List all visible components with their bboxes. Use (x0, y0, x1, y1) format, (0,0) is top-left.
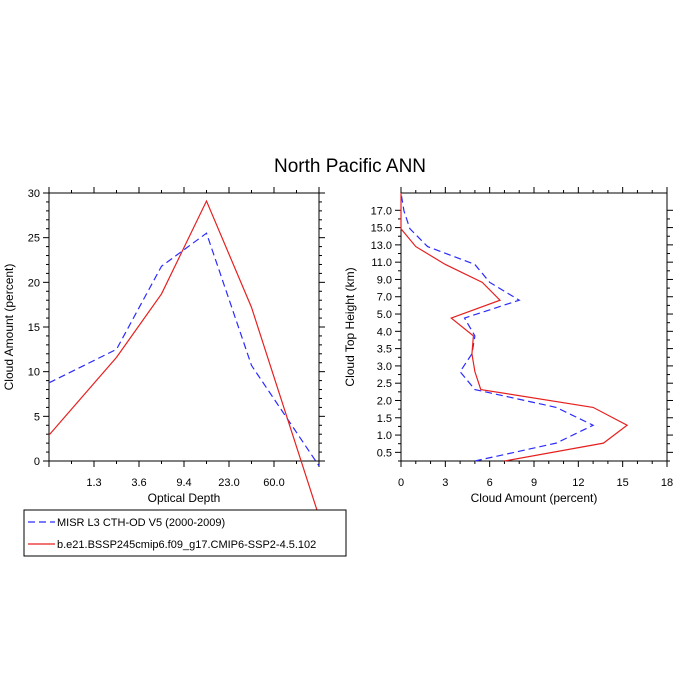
series-model-line-left (48, 199, 320, 517)
series-obs-line-left (48, 232, 320, 467)
x-tick-label: 9 (531, 477, 537, 489)
y-tick-label: 9.0 (377, 274, 392, 286)
y-tick-label: 25 (28, 233, 40, 245)
y-tick-label: 5.0 (377, 309, 392, 321)
y-tick-label: 11.0 (371, 257, 392, 269)
y-tick-label: 7.0 (377, 292, 392, 304)
y-tick-label: 3.5 (377, 344, 392, 356)
y-tick-label: 4.0 (377, 326, 392, 338)
y-tick-label: 15 (28, 322, 40, 334)
legend-label: MISR L3 CTH-OD V5 (2000-2009) (57, 517, 225, 529)
y-tick-label: 0.5 (377, 447, 392, 459)
legend: MISR L3 CTH-OD V5 (2000-2009) b.e21.BSSP2… (23, 509, 347, 557)
x-tick-label: 1.3 (86, 477, 101, 489)
legend-box (23, 509, 347, 557)
y-tick-label: 1.5 (377, 413, 392, 425)
y-tick-label: 2.0 (377, 395, 392, 407)
y-axis-label: Cloud Amount (percent) (2, 264, 16, 391)
x-tick-label: 0 (398, 477, 404, 489)
y-tick-label: 10 (28, 367, 40, 379)
y-tick-label: 3.0 (377, 361, 392, 373)
plot-frame-right (400, 192, 668, 462)
optical-depth-panel: 0 5 10 15 20 25 30 1.3 3.6 9.4 23.0 60.0 Optical Dep… (2, 187, 325, 517)
y-tick-label: 13.0 (371, 240, 392, 252)
series-model-line-right (400, 193, 629, 462)
x-tick-label: 3.6 (131, 477, 146, 489)
x-tick-label: 15 (617, 477, 629, 489)
x-axis-label: Optical Depth (148, 491, 221, 505)
x-tick-label: 18 (661, 477, 673, 489)
x-tick-label: 23.0 (218, 477, 239, 489)
series-obs-line-right (400, 192, 595, 462)
legend-label: b.e21.BSSP245cmip6.f09_g17.CMIP6-SSP2-4.… (57, 539, 316, 551)
x-tick-label: 6 (487, 477, 493, 489)
chart-title: North Pacific ANN (274, 156, 426, 177)
y-tick-label: 30 (28, 188, 40, 200)
y-tick-label: 17.0 (371, 205, 392, 217)
x-tick-label: 60.0 (263, 477, 284, 489)
y-tick-label: 2.5 (377, 378, 392, 390)
x-tick-label: 12 (572, 477, 584, 489)
x-axis-label: Cloud Amount (percent) (471, 491, 598, 505)
y-tick-label: 15.0 (371, 223, 392, 235)
plot-frame-left (48, 192, 320, 462)
cloud-top-height-panel: 0 3 6 9 12 15 18 0.5 1.0 1.5 2.0 2.5 3.0 3.5 4.0 5.0 7.0… (343, 187, 673, 505)
y-tick-label: 20 (28, 277, 40, 289)
y-tick-label: 0 (34, 456, 40, 468)
y-axis-label: Cloud Top Height (km) (343, 267, 357, 386)
x-tick-label: 9.4 (176, 477, 191, 489)
y-tick-label: 1.0 (377, 430, 392, 442)
y-tick-label: 5 (34, 411, 40, 423)
x-tick-label: 3 (442, 477, 448, 489)
